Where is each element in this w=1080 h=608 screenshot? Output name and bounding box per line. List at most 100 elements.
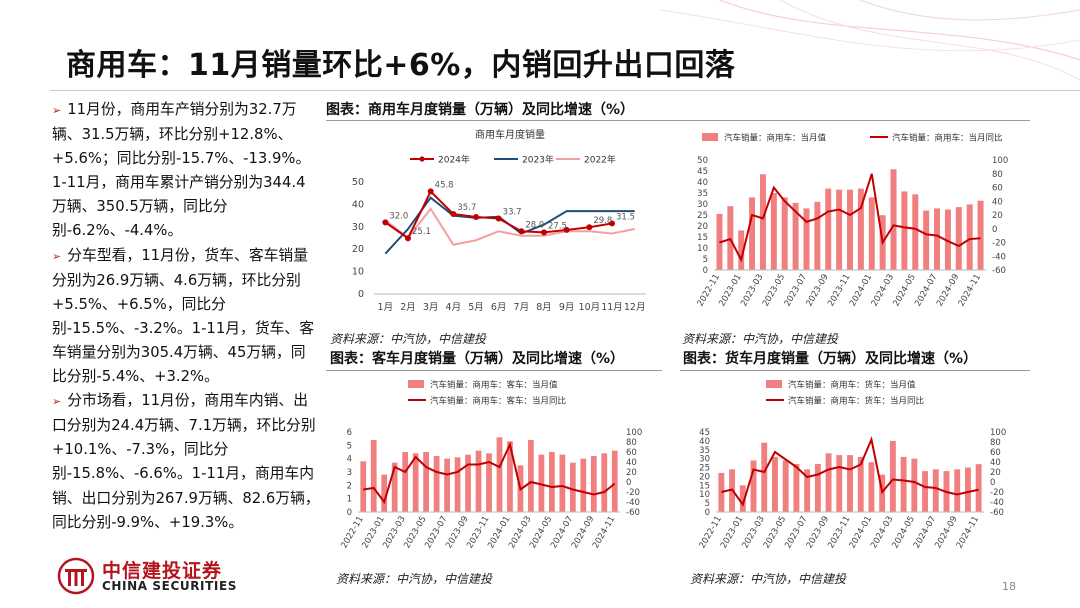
bar-2023-02 <box>750 460 757 512</box>
title-divider <box>50 90 1080 91</box>
bullet-text: 11月份，商用车产销分别为32.7万辆、31.5万辆，环比分别+12.8%、+5… <box>52 101 311 240</box>
bar-2023-11 <box>847 455 853 512</box>
bar-2024-07 <box>569 462 576 512</box>
bar-chart-commercial: 汽车销量：商用车：当月值 汽车销量：商用车：当月同比051015202530354… <box>696 133 1009 309</box>
bar-2023-06 <box>793 464 800 512</box>
y-tick-label: 2 <box>347 481 352 491</box>
legend-swatch <box>766 380 782 388</box>
bar-2024-10 <box>966 204 973 270</box>
bar-2023-07 <box>444 458 450 512</box>
y-tick-label: 0 <box>358 289 364 300</box>
bar-2023-08 <box>814 201 821 270</box>
bullet-text: 分车型看，11月份，货车、客车销量分别为26.9万辆、4.6万辆，环比分别+5.… <box>52 246 315 386</box>
bar-2024-04 <box>900 456 907 512</box>
bar-2023-01 <box>738 230 745 270</box>
y-tick-label: 25 <box>697 211 708 221</box>
y2-tick-label: -20 <box>990 488 1004 498</box>
data-label: 35.7 <box>457 203 476 213</box>
series-point <box>563 226 570 233</box>
y2-tick-label: 100 <box>626 428 642 438</box>
bar-2024-06 <box>559 454 566 512</box>
x-tick-label: 12月 <box>624 302 646 313</box>
y-tick-label: 45 <box>699 428 710 438</box>
bar-2023-05 <box>782 460 789 512</box>
y-tick-label: 20 <box>699 472 710 482</box>
bar-2024-05 <box>548 452 555 512</box>
legend-label: 汽车销量：商用车：客车：当月同比 <box>430 396 566 407</box>
x-tick-label: 6月 <box>491 302 507 313</box>
y2-tick-label: 60 <box>992 184 1003 194</box>
data-label: 27.5 <box>548 221 567 231</box>
logo-name-en: CHINA SECURITIES <box>102 579 238 593</box>
bar-2023-03 <box>761 442 768 512</box>
y-tick-label: 40 <box>699 437 710 447</box>
page-number: 18 <box>1002 580 1016 593</box>
bar-2023-03 <box>402 452 409 512</box>
y-tick-label: 45 <box>697 167 708 177</box>
y2-tick-label: 100 <box>992 156 1008 166</box>
bar-2022-12 <box>370 440 377 512</box>
series-point <box>586 224 593 231</box>
x-tick-label: 5月 <box>468 302 484 313</box>
x-tick-label: 9月 <box>559 302 575 313</box>
bar-2023-10 <box>836 455 843 512</box>
bar-2022-11 <box>718 472 725 512</box>
y-tick-label: 0 <box>703 266 708 276</box>
y2-tick-label: 0 <box>992 225 997 235</box>
bar-2024-04 <box>538 454 545 512</box>
panel-title-bus: 图表：客车月度销量（万辆）及同比增速（%） <box>330 351 625 367</box>
y-tick-label: 20 <box>352 244 364 255</box>
y2-tick-label: -20 <box>626 488 640 498</box>
y2-tick-label: -40 <box>626 498 640 508</box>
source-note: 资料来源：中汽协，中信建投 <box>336 572 493 586</box>
series-point <box>609 220 615 227</box>
y2-tick-label: -20 <box>992 239 1006 249</box>
bar-2022-11 <box>360 461 367 512</box>
bar-2023-07 <box>804 469 811 512</box>
bar-2023-10 <box>475 450 482 512</box>
panel-title-truck: 图表：货车月度销量（万辆）及同比增速（%） <box>683 351 978 367</box>
y-tick-label: 50 <box>697 156 708 166</box>
legend-swatch <box>702 133 718 141</box>
y2-tick-label: 0 <box>990 478 995 488</box>
y2-tick-label: 100 <box>990 428 1006 438</box>
bar-2023-09 <box>825 453 832 512</box>
y-tick-label: 6 <box>347 428 352 438</box>
bar-2023-06 <box>433 456 440 512</box>
legend-label: 汽车销量：商用车：货车：当月同比 <box>788 396 924 407</box>
bar-2024-08 <box>944 209 951 270</box>
bar-2023-06 <box>792 202 799 270</box>
y2-tick-label: 0 <box>626 478 631 488</box>
legend-label: 汽车销量：商用车：当月值 <box>724 133 827 144</box>
series-point <box>427 188 434 195</box>
y2-tick-label: 40 <box>990 458 1001 468</box>
y-tick-label: 30 <box>352 222 364 233</box>
bar-2024-03 <box>528 440 534 512</box>
data-label: 28.0 <box>525 220 544 230</box>
bar-2024-05 <box>912 194 919 270</box>
bar-2023-12 <box>496 437 503 512</box>
bar-2023-11 <box>486 453 492 512</box>
line-chart-commercial-monthly: 商用车月度销量 2024年 2023年 2022年 0 10 20 30 40 50 1月 2月 3月 4… <box>352 128 646 313</box>
bar-2023-04 <box>772 456 778 512</box>
bullet-item: ➢ 分市场看，11月份，商用车内销、出口分别为24.4万辆、7.1万辆，环比分别+… <box>52 389 320 535</box>
y2-tick-label: 80 <box>992 170 1003 180</box>
y-tick-label: 5 <box>347 441 352 451</box>
y-tick-label: 1 <box>347 495 352 505</box>
y-tick-label: 35 <box>697 189 708 199</box>
bar-2023-05 <box>781 197 788 270</box>
yoy-line <box>363 441 616 505</box>
y-tick-label: 3 <box>347 468 352 478</box>
legend-label: 2022年 <box>584 154 616 166</box>
x-tick-label: 11月 <box>601 302 623 313</box>
panel-divider <box>326 120 1030 121</box>
y-tick-label: 40 <box>352 199 364 210</box>
bar-2024-08 <box>580 458 587 512</box>
bar-2024-09 <box>590 456 597 512</box>
bar-2023-09 <box>825 188 832 270</box>
bar-2024-10 <box>601 453 608 512</box>
bar-chart-truck: 汽车销量：商用车：货车：当月值汽车销量：商用车：货车：当月同比051015202… <box>698 380 1007 551</box>
data-label: 31.5 <box>616 212 635 222</box>
bar-2023-09 <box>465 454 471 512</box>
page-title: 商用车：11月销量环比+6%，内销回升出口回落 <box>66 48 736 83</box>
